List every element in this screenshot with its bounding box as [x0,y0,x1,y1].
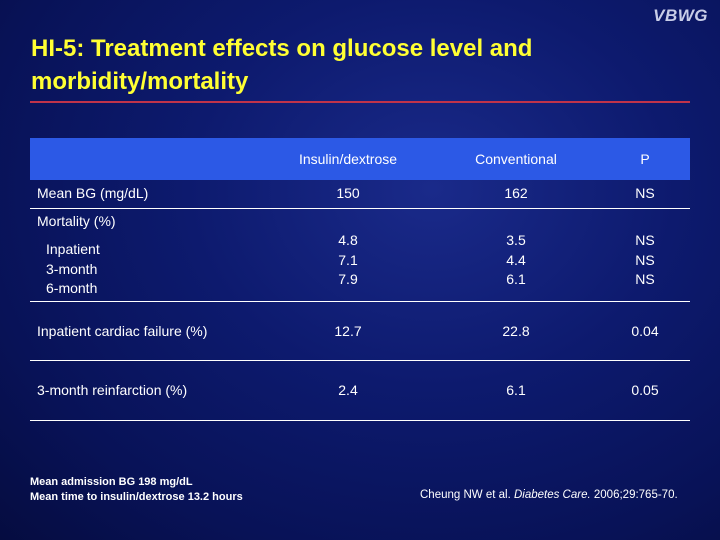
citation-authors: Cheung NW et al. [420,489,511,501]
footnote-time-to-insulin: Mean time to insulin/dextrose 13.2 hours [30,491,243,503]
table-rule [30,208,690,209]
mortality-p-3-month: NS [635,251,655,268]
mean-bg-insulin: 150 [336,185,360,201]
slide-title: HI-5: Treatment effects on glucose level… [31,32,671,98]
mean-bg-conventional: 162 [504,185,528,201]
row-label-mean-bg: Mean BG (mg/dL) [37,185,149,201]
footnotes: Mean admission BG 198 mg/dL Mean time to… [30,475,243,505]
title-line-1: HI-5: Treatment effects on glucose level… [31,35,533,62]
title-divider [30,101,690,103]
row-label-mortality: Mortality (%) [37,213,116,229]
table-rule [30,420,690,421]
sublabel-6-month: 6-month [46,280,98,296]
table-rule [30,301,690,302]
sublabel-3-month: 3-month [46,260,98,277]
sublabel-inpatient: Inpatient [46,241,100,257]
footnote-admission-bg: Mean admission BG 198 mg/dL [30,476,193,488]
vbwg-logo: VBWG [653,6,708,25]
mortality-insulin-inpatient: 4.8 [338,232,358,248]
mortality-sublabels: Inpatient 3-month 6-month [46,240,100,299]
table-rule [30,360,690,361]
header-p-value: P [640,151,650,167]
reinfarction-insulin: 2.4 [338,382,358,398]
citation: Cheung NW et al. Diabetes Care. 2006;29:… [420,489,678,501]
row-label-reinfarction: 3-month reinfarction (%) [37,382,188,398]
reinfarction-p: 0.05 [631,382,659,398]
mortality-p-inpatient: NS [635,232,655,248]
cardiac-failure-p: 0.04 [631,323,659,339]
mortality-insulin-values: 4.8 7.1 7.9 [273,231,423,290]
mortality-conventional-values: 3.5 4.4 6.1 [441,231,591,290]
title-line-2: morbidity/mortality [31,68,249,95]
header-conventional: Conventional [475,151,557,167]
reinfarction-conventional: 6.1 [506,382,526,398]
mortality-conventional-inpatient: 3.5 [506,232,526,248]
mortality-conventional-3-month: 4.4 [506,251,526,268]
cardiac-failure-conventional: 22.8 [502,323,530,339]
citation-details: 2006;29:765-70. [593,489,678,501]
cardiac-failure-insulin: 12.7 [334,323,362,339]
row-label-cardiac-failure: Inpatient cardiac failure (%) [37,323,208,339]
mortality-insulin-6-month: 7.9 [338,271,358,287]
mortality-conventional-6-month: 6.1 [506,271,526,287]
table-header [30,138,690,180]
mortality-p-values: NS NS NS [570,231,720,290]
citation-journal: Diabetes Care. [513,489,591,501]
header-insulin-dextrose: Insulin/dextrose [298,151,398,167]
mortality-p-6-month: NS [635,271,655,287]
mean-bg-p: NS [635,185,655,201]
mortality-insulin-3-month: 7.1 [338,251,358,268]
